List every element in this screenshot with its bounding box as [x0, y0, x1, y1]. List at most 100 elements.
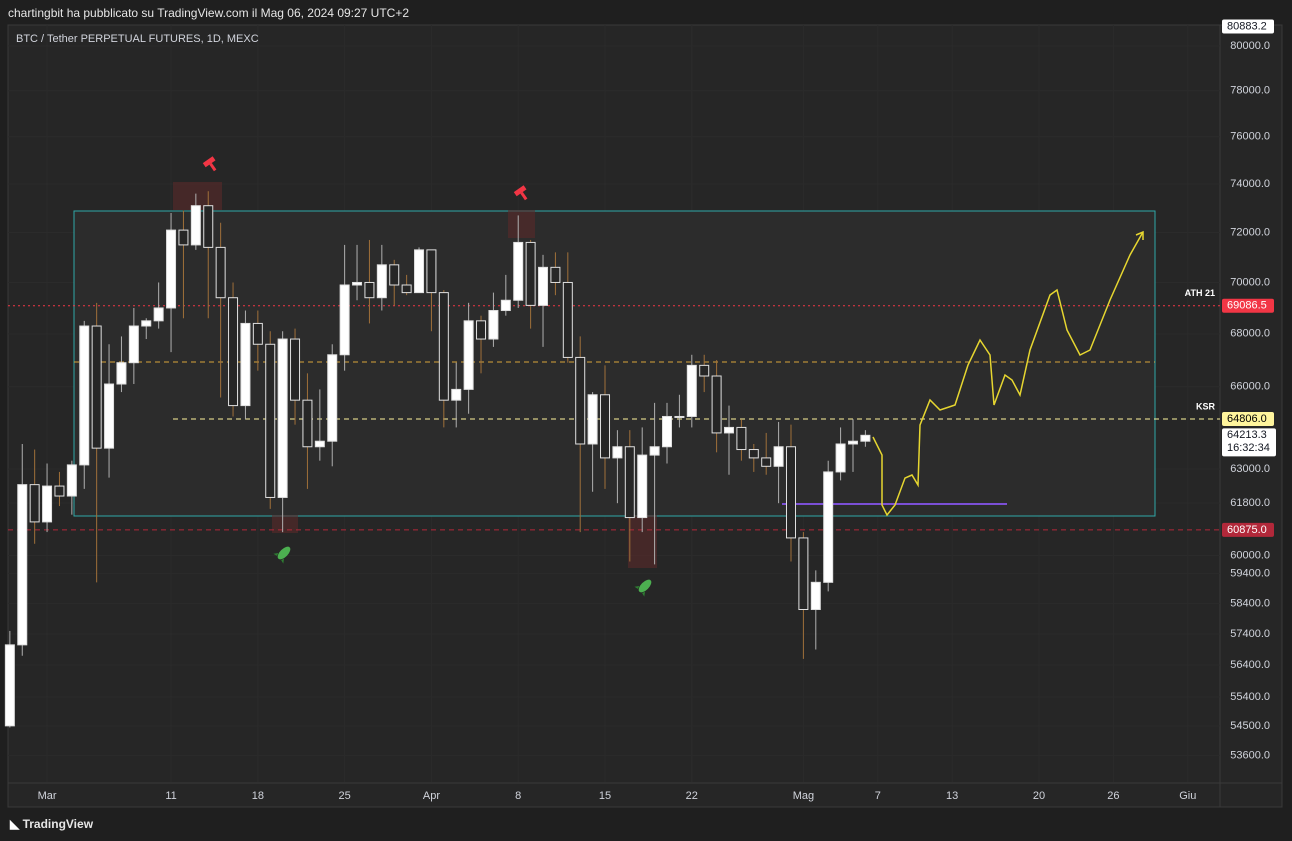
rocket-icon — [634, 579, 652, 597]
candle-body — [54, 485, 65, 497]
candle-body — [141, 320, 152, 327]
candle-body — [525, 241, 536, 306]
y-tick-label: 59400.0 — [1230, 567, 1270, 579]
x-tick-label: 15 — [599, 790, 611, 802]
y-tick-label: 54500.0 — [1230, 720, 1270, 732]
candle-body — [17, 484, 28, 646]
projection-path — [872, 231, 1144, 517]
candle-body — [736, 426, 747, 451]
candle-body — [587, 394, 598, 445]
candle-body — [686, 364, 697, 417]
level-label-bg — [1222, 412, 1274, 427]
candle-body — [823, 471, 834, 583]
level-name: KSR — [1196, 401, 1216, 411]
candle-body — [488, 310, 499, 340]
candle-body — [414, 249, 425, 294]
hammer-icon — [202, 156, 217, 172]
candle-body — [500, 299, 511, 312]
candle-body — [624, 446, 635, 519]
x-tick-label: 22 — [686, 790, 698, 802]
candle-body — [66, 464, 77, 497]
y-tick-label: 55400.0 — [1230, 691, 1270, 703]
candle-body — [215, 246, 226, 299]
x-tick-label: Mar — [38, 790, 57, 802]
candle-body — [128, 325, 139, 364]
level-label: 60875.0 — [1227, 524, 1267, 536]
x-tick-label: Apr — [423, 790, 440, 802]
y-tick-label: 72000.0 — [1230, 226, 1270, 238]
candle-body — [302, 399, 313, 448]
x-tick-label: 11 — [165, 790, 176, 802]
footer-logo: ◣ TradingView — [10, 817, 93, 831]
candle-body — [4, 644, 15, 727]
candle-body — [674, 415, 685, 418]
level-label: 69086.5 — [1227, 300, 1267, 312]
logo-mark: ◣ — [10, 817, 23, 831]
y-tick-label: 57400.0 — [1230, 628, 1270, 640]
candle-body — [637, 454, 648, 519]
y-tick-label: 80000.0 — [1230, 40, 1270, 52]
candle-body — [190, 205, 201, 246]
candle-body — [748, 449, 759, 459]
y-tick-label: 58400.0 — [1230, 597, 1270, 609]
candle-body — [29, 484, 40, 523]
x-tick-label: 13 — [946, 790, 958, 802]
candle-body — [352, 281, 363, 286]
x-tick-label: 18 — [252, 790, 264, 802]
candle-body — [277, 338, 288, 498]
top-price-label: 80883.2 — [1227, 20, 1267, 32]
candle-body — [810, 581, 821, 611]
candle-body — [376, 264, 387, 299]
x-tick-label: 26 — [1107, 790, 1119, 802]
candle-body — [711, 375, 722, 434]
candle-body — [178, 229, 189, 246]
candle-body — [575, 356, 586, 445]
projection-arrow — [1135, 230, 1144, 240]
candle-body — [649, 446, 660, 456]
level-label-bg — [1222, 522, 1274, 537]
candle-body — [426, 249, 437, 294]
candle-body — [773, 446, 784, 467]
x-tick-label: Mag — [793, 790, 814, 802]
x-tick-label: Giu — [1179, 790, 1196, 802]
candle-body — [104, 383, 115, 449]
y-tick-label: 74000.0 — [1230, 178, 1270, 190]
y-tick-label: 68000.0 — [1230, 328, 1270, 340]
candle-body — [339, 284, 350, 356]
candle-body — [401, 284, 412, 294]
candle-body — [438, 292, 449, 401]
candle-body — [847, 440, 858, 445]
candle-body — [91, 325, 102, 449]
candle-body — [327, 354, 338, 442]
top-price-bg — [1222, 19, 1274, 34]
candle-body — [699, 364, 710, 377]
candle-body — [252, 322, 263, 345]
level-label: 64806.0 — [1227, 413, 1267, 425]
candle-body — [612, 446, 623, 459]
candle-body — [389, 264, 400, 286]
candle-body — [116, 362, 127, 385]
y-tick-label: 76000.0 — [1230, 131, 1270, 143]
highlight-box — [272, 515, 298, 533]
x-tick-label: 8 — [515, 790, 521, 802]
candle-body — [761, 457, 772, 467]
x-tick-label: 7 — [875, 790, 881, 802]
candle-body — [451, 388, 462, 401]
candle-body — [785, 446, 796, 539]
candle-body — [860, 434, 871, 442]
y-tick-label: 63000.0 — [1230, 463, 1270, 475]
chart-title: BTC / Tether PERPETUAL FUTURES, 1D, MEXC — [16, 33, 259, 45]
y-tick-label: 78000.0 — [1230, 85, 1270, 97]
candle-body — [550, 266, 561, 283]
y-tick-label: 66000.0 — [1230, 381, 1270, 393]
candle-body — [513, 241, 524, 301]
highlight-box — [508, 210, 535, 238]
x-tick-label: 25 — [339, 790, 351, 802]
range-box — [73, 210, 1156, 517]
candle-body — [538, 266, 549, 306]
candle-body — [228, 297, 239, 407]
candle-body — [290, 338, 301, 401]
last-price-label: 64213.3 — [1227, 429, 1267, 441]
candle-body — [662, 415, 673, 448]
